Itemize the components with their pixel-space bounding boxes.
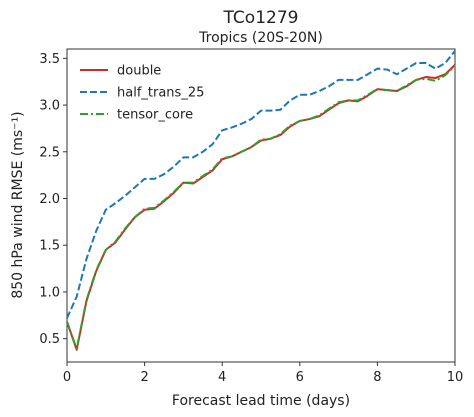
y-tick-label: 3.5 (39, 52, 60, 67)
legend: double half_trans_25 tensor_core (80, 64, 204, 123)
x-axis: 0 2 4 6 8 10 (63, 362, 463, 385)
plot-frame (66, 48, 456, 363)
y-tick-label: 0.5 (39, 332, 60, 347)
x-tick-label: 2 (140, 370, 148, 385)
x-axis-label: Forecast lead time (days) (172, 393, 350, 409)
x-tick-label: 6 (296, 370, 304, 385)
legend-label-half-trans-25: half_trans_25 (117, 86, 204, 101)
y-axis: 0.5 1.0 1.5 2.0 2.5 3.0 3.5 (39, 52, 67, 347)
x-tick-label: 8 (373, 370, 381, 385)
y-tick-label: 1.5 (39, 239, 60, 254)
legend-label-double: double (117, 64, 161, 79)
legend-label-tensor-core: tensor_core (117, 108, 193, 123)
chart-subtitle: Tropics (20S-20N) (198, 30, 323, 46)
y-tick-label: 1.0 (39, 285, 60, 300)
chart-title: TCo1279 (223, 8, 299, 28)
series-line-half-trans-25 (66, 50, 456, 319)
y-tick-label: 3.0 (39, 99, 60, 114)
series-line-tensor-core (66, 65, 456, 350)
x-tick-label: 4 (218, 370, 226, 385)
y-axis-label: 850 hPa wind RMSE (ms⁻¹) (10, 111, 26, 298)
series-layer (66, 50, 456, 351)
x-tick-label: 10 (447, 370, 464, 385)
x-tick-label: 0 (63, 370, 71, 385)
y-tick-label: 2.5 (39, 145, 60, 160)
y-tick-label: 2.0 (39, 192, 60, 207)
